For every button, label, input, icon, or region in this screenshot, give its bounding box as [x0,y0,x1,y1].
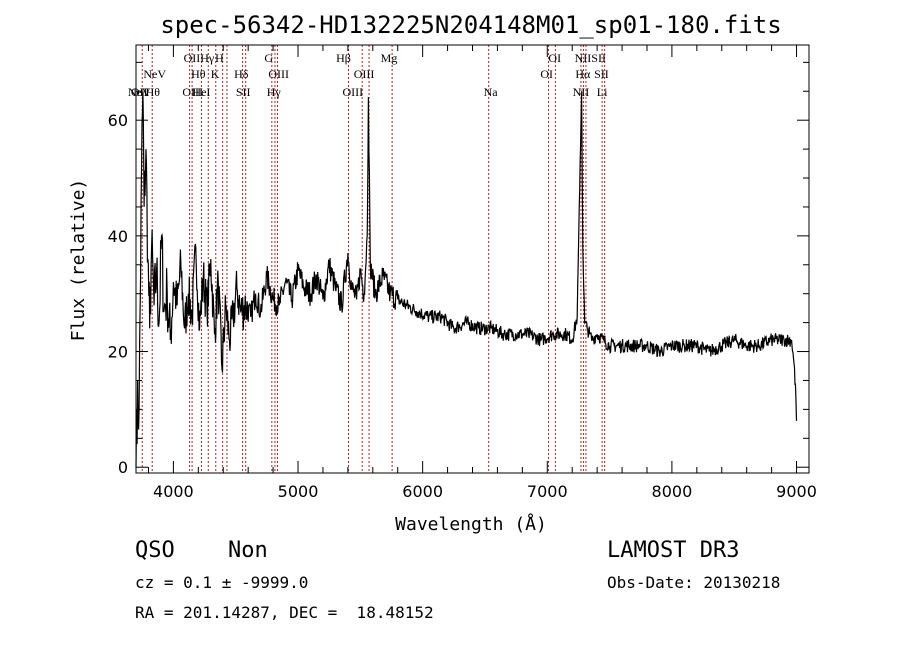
survey-label: LAMOST DR3 [607,538,740,563]
emission-line-label: Mg [381,51,398,65]
emission-line-label: Hθ [146,85,161,99]
emission-line-label: HeI [192,85,210,99]
x-tick-label: 8000 [652,482,693,501]
x-tick-label: 7000 [527,482,568,501]
axis-ticks: 4000 5000 6000 7000 8000 9000 0 20 40 60 [108,45,817,501]
emission-line-label: OI [540,67,553,81]
emission-line-label: H [215,51,224,65]
redshift-text: cz = 0.1 ± -9999.0 [135,573,309,592]
emission-line-label: OIII [182,85,203,99]
emission-line-label: K [211,67,220,81]
emission-line-label: Na [484,85,499,99]
subclass-label: Non [228,538,268,563]
emission-line-label: Hθ [191,67,206,81]
x-tick-label: 6000 [402,482,443,501]
emission-line-label: OIIHγ [184,51,215,65]
x-tick-label: 5000 [278,482,319,501]
y-tick-label: 60 [108,111,128,130]
emission-line-label: SII [236,85,251,99]
x-axis-label: Wavelength (Å) [395,513,547,535]
emission-line-label: NeV [128,85,151,99]
chart-title: spec-56342-HD132225N204148M01_sp01-180.f… [160,11,781,39]
emission-line-label: OIII [343,85,364,99]
x-tick-label: 9000 [776,482,817,501]
emission-line-label: NIISII [575,51,606,65]
coordinates-text: RA = 201.14287, DEC = 18.48152 [135,603,434,622]
emission-line-label: OIII [354,67,375,81]
y-axis-label: Flux (relative) [68,179,89,342]
emission-line-label: Hγ [267,85,282,99]
emission-line-label: NII [573,85,590,99]
y-tick-label: 20 [108,343,128,362]
emission-line-label: Hα [575,67,591,81]
plot-frame [135,44,810,474]
emission-line-markers [141,45,606,473]
y-tick-label: 40 [108,227,128,246]
emission-line-label: SII [594,67,609,81]
x-tick-label: 4000 [153,482,194,501]
classification-label: QSO [135,538,175,563]
emission-line-label: Hδ [234,67,249,81]
emission-line-label: Hβ [336,51,351,65]
emission-line-label: OI [548,51,561,65]
emission-line-label: NeV [143,67,166,81]
y-tick-label: 0 [118,458,128,477]
emission-line-label: G [264,51,273,65]
emission-line-label: Li [597,85,608,99]
flux-series-line [135,91,798,468]
emission-line-label: OIII [268,67,289,81]
obs-date-text: Obs-Date: 20130218 [607,573,781,592]
